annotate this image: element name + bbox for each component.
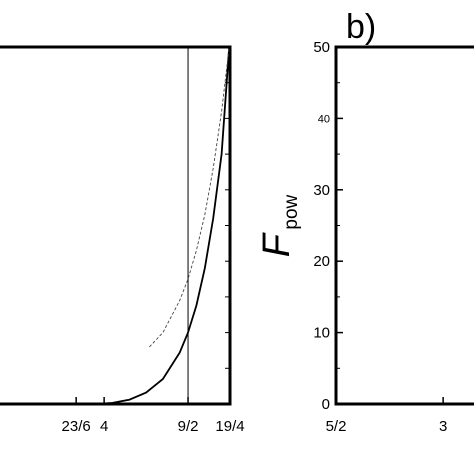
- svg-text:F pow: F pow: [256, 194, 302, 257]
- panel-a-series: [0, 46, 231, 405]
- panel-b-y-axis-label: F pow: [256, 194, 302, 257]
- panel-a-frame: [0, 45, 232, 406]
- panel-b-ylabel-subscript: pow: [281, 194, 302, 229]
- panel-b-y-tick-label: 0: [322, 396, 330, 413]
- panel-a-series-solid-line: [0, 46, 231, 405]
- panel-b-y-tick-labels: 0 10 20 30 40 50: [313, 39, 330, 413]
- panel-b-plot: b) F pow 0 10 20 30 40 50 5/2 3: [256, 8, 474, 435]
- panel-b-x-ticks: [335, 397, 444, 404]
- panel-b-y-tick-label: 30: [313, 182, 330, 199]
- panel-b-y-tick-label: 50: [313, 39, 330, 56]
- panel-b-label: b): [346, 8, 376, 46]
- panel-b-frame: [334, 45, 474, 406]
- panel-a-plot: 23/6 4 9/2 19/4: [0, 45, 245, 435]
- panel-a-series-dashed-line: [149, 46, 230, 348]
- panel-a-x-tick-label: 9/2: [178, 418, 199, 435]
- panel-a-x-tick-labels: 23/6 4 9/2 19/4: [62, 418, 245, 435]
- panel-b-x-tick-label: 3: [439, 418, 447, 435]
- panel-a-x-tick-label: 23/6: [62, 418, 91, 435]
- panel-b-y-tick-label: 40: [318, 113, 330, 125]
- panel-a-x-tick-label: 19/4: [215, 418, 244, 435]
- panel-a-x-tick-label: 4: [100, 418, 108, 435]
- panel-b-x-tick-labels: 5/2 3: [326, 418, 448, 435]
- panel-b-y-tick-label: 20: [313, 253, 330, 270]
- panel-b-x-tick-label: 5/2: [326, 418, 347, 435]
- panel-b-ylabel-main: F: [256, 232, 298, 257]
- panel-b-y-tick-label: 10: [313, 325, 330, 342]
- panel-b-y-ticks: [336, 46, 343, 405]
